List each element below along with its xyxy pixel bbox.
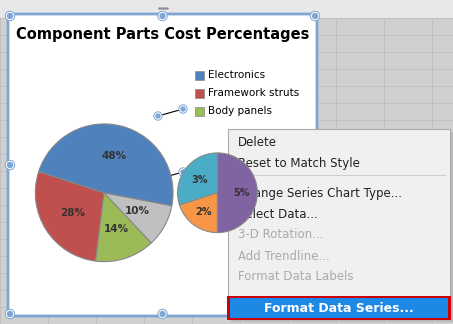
Circle shape <box>6 310 14 318</box>
Text: Delete: Delete <box>238 136 277 149</box>
Circle shape <box>313 163 318 168</box>
Text: 3-D Rotation...: 3-D Rotation... <box>238 228 323 241</box>
Circle shape <box>160 14 165 18</box>
Wedge shape <box>179 193 217 233</box>
Text: 3%: 3% <box>192 175 208 185</box>
FancyBboxPatch shape <box>8 14 317 316</box>
Circle shape <box>158 309 167 318</box>
Wedge shape <box>35 171 104 261</box>
Wedge shape <box>178 153 217 205</box>
Circle shape <box>159 310 166 318</box>
FancyBboxPatch shape <box>230 298 448 318</box>
Text: Format Data Series...: Format Data Series... <box>264 302 414 315</box>
Text: Reset to Match Style: Reset to Match Style <box>238 157 360 170</box>
Text: Select Data...: Select Data... <box>238 207 318 221</box>
FancyBboxPatch shape <box>195 89 204 98</box>
Text: 28%: 28% <box>60 208 85 218</box>
Circle shape <box>310 160 319 169</box>
FancyBboxPatch shape <box>227 296 451 320</box>
Circle shape <box>5 309 14 318</box>
Circle shape <box>6 161 14 168</box>
Circle shape <box>181 107 185 111</box>
Circle shape <box>310 11 319 20</box>
Text: 2%: 2% <box>195 207 212 217</box>
Circle shape <box>159 13 166 19</box>
Wedge shape <box>217 153 257 233</box>
FancyBboxPatch shape <box>231 132 453 322</box>
Circle shape <box>8 14 13 18</box>
Wedge shape <box>96 193 151 262</box>
Circle shape <box>312 161 318 168</box>
Circle shape <box>312 13 318 19</box>
Circle shape <box>179 105 187 113</box>
FancyBboxPatch shape <box>228 129 450 319</box>
Circle shape <box>181 170 185 174</box>
Circle shape <box>313 14 318 18</box>
Circle shape <box>155 176 161 182</box>
Text: Format Data Labels: Format Data Labels <box>238 271 353 284</box>
Text: Body panels: Body panels <box>208 107 272 117</box>
Text: 48%: 48% <box>101 151 126 161</box>
Text: 10%: 10% <box>125 206 150 216</box>
Circle shape <box>8 311 13 317</box>
FancyBboxPatch shape <box>195 107 204 116</box>
Circle shape <box>5 11 14 20</box>
Circle shape <box>310 309 319 318</box>
Circle shape <box>8 163 13 168</box>
Text: Component Parts Cost Percentages: Component Parts Cost Percentages <box>16 27 309 41</box>
Circle shape <box>179 168 187 176</box>
Text: Change Series Chart Type...: Change Series Chart Type... <box>238 187 402 200</box>
Text: 5%: 5% <box>233 188 250 198</box>
Circle shape <box>156 177 160 181</box>
Text: Framework struts: Framework struts <box>208 88 299 98</box>
Circle shape <box>154 112 162 120</box>
Text: Electronics: Electronics <box>208 71 265 80</box>
Circle shape <box>160 311 165 317</box>
Circle shape <box>5 160 14 169</box>
Circle shape <box>313 311 318 317</box>
Text: 14%: 14% <box>103 224 129 234</box>
FancyBboxPatch shape <box>0 0 453 18</box>
Circle shape <box>180 169 186 175</box>
Wedge shape <box>39 124 173 206</box>
FancyBboxPatch shape <box>195 71 204 80</box>
Text: Add Trendline...: Add Trendline... <box>238 249 330 262</box>
Wedge shape <box>104 193 172 243</box>
Circle shape <box>312 310 318 318</box>
Circle shape <box>155 113 161 119</box>
Circle shape <box>180 106 186 112</box>
Circle shape <box>6 13 14 19</box>
Circle shape <box>154 175 162 183</box>
Circle shape <box>156 114 160 118</box>
Circle shape <box>158 11 167 20</box>
